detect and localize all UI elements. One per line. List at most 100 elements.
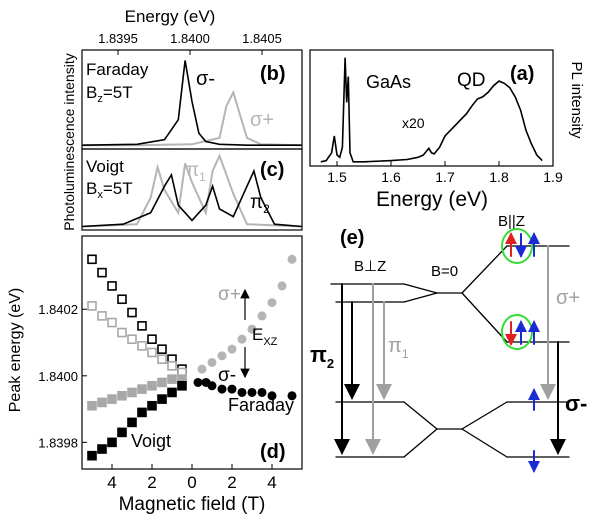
panel-b-letter: (b) bbox=[260, 63, 286, 85]
data-point bbox=[147, 400, 157, 411]
data-point bbox=[137, 407, 147, 418]
panel-e-letter: (e) bbox=[340, 227, 364, 249]
panel-d: 4 2 0 2 4 1.8398 1.8400 1.8402 Voigt Faraday σ… bbox=[7, 235, 303, 515]
data-point bbox=[277, 281, 287, 291]
pi2-label-c: π2 bbox=[250, 192, 270, 216]
data-point bbox=[193, 377, 203, 387]
data-point bbox=[167, 374, 177, 384]
faraday-label-d: Faraday bbox=[228, 395, 294, 415]
b-par-label: B||Z bbox=[498, 213, 525, 230]
data-point bbox=[267, 298, 277, 308]
top-tick-2: 1.8400 bbox=[170, 31, 210, 46]
voigt-label-d: Voigt bbox=[131, 431, 171, 451]
data-point bbox=[167, 361, 177, 371]
bz-label: Bz=5T bbox=[86, 83, 133, 105]
a-tick-label: 1.6 bbox=[381, 169, 401, 185]
a-tick-label: 1.8 bbox=[489, 169, 509, 185]
data-point bbox=[117, 294, 127, 305]
data-point bbox=[147, 347, 157, 358]
data-point bbox=[157, 394, 167, 404]
d-x-tick-label: 0 bbox=[187, 473, 196, 492]
data-point bbox=[107, 317, 117, 328]
exz-label: EXZ bbox=[252, 325, 278, 348]
sigma-minus-spectrum bbox=[81, 60, 302, 146]
data-point bbox=[97, 444, 107, 454]
data-point bbox=[117, 327, 127, 338]
panel-d-points bbox=[87, 254, 297, 461]
sigma-minus-label-e: σ- bbox=[565, 391, 587, 416]
pi2-label-e: π2 bbox=[310, 342, 334, 371]
panel-c: Voigt Bx=5T π1 π2 (c) bbox=[81, 148, 303, 231]
data-point bbox=[127, 417, 137, 428]
data-point bbox=[137, 384, 147, 394]
panel-a-xlabel: Energy (eV) bbox=[376, 188, 488, 211]
data-point bbox=[267, 391, 277, 401]
a-tick-label: 1.7 bbox=[435, 169, 455, 185]
panel-d-frame bbox=[81, 235, 303, 470]
top-axis-ticks: 1.8395 1.8400 1.8405 bbox=[98, 31, 282, 46]
data-point bbox=[137, 321, 147, 331]
data-point bbox=[137, 341, 147, 351]
pi2-spectrum bbox=[81, 168, 303, 228]
panel-c-frame bbox=[81, 148, 303, 231]
data-point bbox=[237, 334, 247, 344]
data-point bbox=[127, 307, 137, 318]
qd-label: QD bbox=[457, 70, 486, 91]
data-point bbox=[147, 334, 157, 344]
data-point bbox=[257, 387, 267, 397]
pi1-label-c: π1 bbox=[186, 160, 206, 184]
data-point bbox=[107, 437, 117, 448]
data-point bbox=[207, 381, 217, 391]
d-x-tick-label: 4 bbox=[267, 473, 276, 492]
data-point bbox=[207, 357, 217, 367]
d-y-tick-label: 1.8402 bbox=[38, 302, 78, 317]
a-tick-label: 1.5 bbox=[327, 169, 347, 185]
d-y-tick-label: 1.8400 bbox=[38, 369, 78, 384]
top-axis-title: Energy (eV) bbox=[125, 7, 216, 26]
sigma-plus-spectrum bbox=[82, 89, 303, 147]
spin-circle-upper bbox=[501, 228, 533, 264]
data-point bbox=[287, 391, 297, 401]
energy-levels bbox=[330, 245, 570, 458]
faraday-label: Faraday bbox=[86, 60, 149, 79]
data-point bbox=[117, 390, 127, 401]
data-point bbox=[167, 387, 177, 398]
a-tick-label: 1.9 bbox=[543, 169, 563, 185]
data-point bbox=[147, 380, 157, 391]
b-zero-label: B=0 bbox=[431, 263, 458, 280]
spin-circle-lower bbox=[501, 314, 533, 350]
top-tick-1: 1.8395 bbox=[98, 31, 138, 46]
panel-d-letter: (d) bbox=[260, 441, 286, 463]
data-point bbox=[157, 344, 167, 354]
data-point bbox=[117, 427, 127, 438]
pi1-spectrum bbox=[81, 153, 303, 228]
data-point bbox=[227, 344, 237, 354]
panel-d-xlabel: Magnetic field (T) bbox=[119, 494, 266, 515]
panel-a-frame bbox=[309, 49, 554, 167]
voigt-label-c: Voigt bbox=[86, 157, 124, 176]
sigma-minus-label-d: σ- bbox=[218, 365, 236, 386]
data-point bbox=[247, 387, 257, 397]
gaas-label: GaAs bbox=[366, 72, 411, 92]
x20-label: x20 bbox=[402, 115, 425, 131]
pi1-label-e: π1 bbox=[388, 335, 409, 361]
data-point bbox=[97, 397, 107, 408]
top-tick-3: 1.8405 bbox=[242, 31, 282, 46]
panel-a-ylabel: PL intensity bbox=[568, 62, 585, 139]
panel-a: 1.5 1.6 1.7 1.8 1.9 GaAs QD x20 (a) Energy (… bbox=[309, 49, 585, 211]
pl-spectrum bbox=[320, 57, 543, 163]
panel-e: (e) B⊥Z B=0 B||Z bbox=[310, 213, 587, 473]
panel-d-x-ticks: 4 2 0 2 4 bbox=[107, 464, 277, 492]
panel-d-ylabel: Peak energy (eV) bbox=[7, 288, 24, 413]
sigma-plus-label-b: σ+ bbox=[250, 109, 274, 131]
data-point bbox=[157, 377, 167, 388]
data-point bbox=[87, 301, 97, 311]
data-point bbox=[127, 334, 137, 344]
d-x-tick-label: 2 bbox=[147, 473, 156, 492]
data-point bbox=[217, 351, 227, 361]
data-point bbox=[287, 254, 297, 264]
d-y-tick-label: 1.8398 bbox=[38, 435, 78, 450]
panel-b: Faraday Bz=5T σ- σ+ (b) bbox=[81, 49, 303, 150]
data-point bbox=[197, 364, 207, 374]
